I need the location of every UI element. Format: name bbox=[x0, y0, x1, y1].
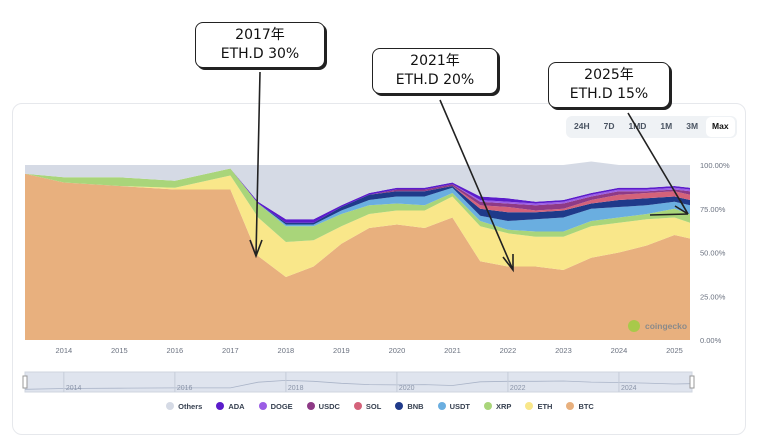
annotation-arrows bbox=[249, 71, 689, 273]
annotation-2017: 2017年 ETH.D 30% bbox=[195, 22, 325, 68]
legend-swatch bbox=[395, 402, 404, 410]
y-tick-label: 50.00% bbox=[700, 249, 726, 258]
x-tick-label: 2020 bbox=[389, 346, 406, 355]
area-others[interactable] bbox=[25, 161, 690, 220]
arrow-2021 bbox=[439, 99, 514, 273]
watermark-text: coingecko bbox=[645, 321, 687, 331]
legend-swatch bbox=[484, 402, 493, 410]
range-1md[interactable]: 1MD bbox=[628, 121, 647, 131]
coingecko-logo-icon bbox=[628, 320, 640, 332]
range-selector: 24H 7D 1MD 1M 3M Max bbox=[566, 116, 737, 138]
navigator-labels: 2014 2016 2018 2020 2022 2024 bbox=[63, 372, 637, 392]
legend-label: BNB bbox=[407, 402, 424, 411]
legend-label: USDC bbox=[318, 402, 340, 411]
y-tick-label: 0.00% bbox=[700, 336, 722, 345]
range-max[interactable]: Max bbox=[706, 117, 735, 137]
legend-swatch bbox=[353, 402, 362, 410]
arrow-2017 bbox=[249, 71, 263, 259]
legend-item-usdt[interactable]: USDT bbox=[437, 402, 471, 411]
x-tick-label: 2016 bbox=[167, 346, 184, 355]
area-sol[interactable] bbox=[25, 168, 690, 223]
range-1m[interactable]: 1M bbox=[660, 121, 673, 131]
legend-swatch bbox=[166, 402, 175, 410]
navigator-label: 2018 bbox=[288, 385, 304, 392]
legend-item-usdc[interactable]: USDC bbox=[306, 402, 340, 411]
annotation-year: 2021年 bbox=[410, 53, 460, 69]
x-tick-label: 2024 bbox=[611, 346, 628, 355]
legend-item-bnb[interactable]: BNB bbox=[395, 402, 424, 411]
x-tick-label: 2021 bbox=[444, 346, 461, 355]
legend-item-others[interactable]: Others bbox=[166, 402, 202, 411]
x-axis: 2014 2015 2016 2017 2018 2019 2020 2021 2022 2023… bbox=[56, 346, 683, 355]
annotation-value: ETH.D 30% bbox=[220, 46, 300, 62]
legend-label: XRP bbox=[496, 402, 512, 411]
range-3m[interactable]: 3M bbox=[686, 121, 699, 131]
x-tick-label: 2022 bbox=[500, 346, 517, 355]
legend-item-btc[interactable]: BTC bbox=[566, 402, 594, 411]
legend-swatch bbox=[525, 402, 534, 410]
annotation-value: ETH.D 15% bbox=[569, 86, 649, 102]
annotation-2025: 2025年 ETH.D 15% bbox=[548, 62, 670, 108]
annotation-year: 2017年 bbox=[235, 27, 285, 43]
y-tick-label: 75.00% bbox=[700, 205, 726, 214]
y-tick-label: 25.00% bbox=[700, 292, 726, 301]
watermark: coingecko bbox=[628, 320, 687, 332]
legend-label: BTC bbox=[578, 402, 594, 411]
legend-label: Others bbox=[178, 402, 203, 411]
x-tick-label: 2017 bbox=[222, 346, 239, 355]
y-axis: 0.00% 25.00% 50.00% 75.00% 100.00% bbox=[700, 161, 730, 345]
range-24h[interactable]: 24H bbox=[574, 121, 590, 131]
arrow-2025-b bbox=[649, 213, 689, 216]
legend-swatch bbox=[437, 402, 446, 410]
legend-label: DOGE bbox=[270, 402, 293, 411]
navigator-right-handle[interactable] bbox=[689, 375, 695, 389]
navigator-label: 2024 bbox=[621, 385, 637, 392]
legend-swatch bbox=[306, 402, 315, 410]
annotation-year: 2025年 bbox=[584, 67, 634, 83]
navigator-label: 2022 bbox=[510, 385, 526, 392]
dominance-chart: 0.00%25.00%50.00%75.00%100.00% 2014 2015 2… bbox=[22, 71, 730, 393]
navigator-label: 2020 bbox=[399, 385, 415, 392]
legend-label: SOL bbox=[365, 402, 382, 411]
legend-item-eth[interactable]: ETH bbox=[525, 402, 552, 411]
legend-item-xrp[interactable]: XRP bbox=[484, 402, 511, 411]
legend-swatch bbox=[566, 402, 575, 410]
navigator-label: 2016 bbox=[177, 385, 193, 392]
x-tick-label: 2018 bbox=[278, 346, 295, 355]
legend-label: ADA bbox=[228, 402, 245, 411]
range-7d[interactable]: 7D bbox=[603, 121, 615, 131]
x-tick-label: 2025 bbox=[666, 346, 683, 355]
legend-item-doge[interactable]: DOGE bbox=[258, 402, 293, 411]
legend-item-sol[interactable]: SOL bbox=[353, 402, 382, 411]
x-tick-label: 2023 bbox=[555, 346, 572, 355]
annotation-value: ETH.D 20% bbox=[395, 72, 475, 88]
legend-swatch bbox=[216, 402, 225, 410]
legend-label: USDT bbox=[449, 402, 471, 411]
navigator-line bbox=[24, 379, 691, 390]
x-tick-label: 2019 bbox=[333, 346, 350, 355]
stacked-areas bbox=[25, 161, 690, 340]
y-tick-label: 100.00% bbox=[700, 161, 730, 170]
navigator-label: 2014 bbox=[66, 385, 82, 392]
area-eth[interactable] bbox=[25, 173, 690, 277]
area-btc[interactable] bbox=[25, 173, 690, 340]
annotation-2021: 2021年 ETH.D 20% bbox=[372, 48, 498, 94]
x-tick-label: 2014 bbox=[56, 346, 73, 355]
navigator-left-handle[interactable] bbox=[22, 375, 28, 389]
legend-item-ada[interactable]: ADA bbox=[216, 402, 245, 411]
legend: Others ADA DOGE USDC SOL BNB USDT XRP ETH BTC bbox=[0, 402, 760, 411]
legend-label: ETH bbox=[537, 402, 553, 411]
legend-swatch bbox=[258, 402, 267, 410]
x-tick-label: 2015 bbox=[111, 346, 128, 355]
